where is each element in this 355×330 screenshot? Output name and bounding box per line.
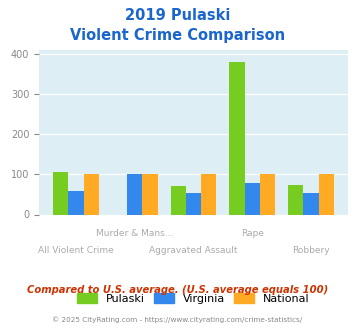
Bar — [229, 62, 245, 215]
Text: 2019 Pulaski: 2019 Pulaski — [125, 8, 230, 23]
Bar — [318, 174, 334, 214]
Bar — [201, 174, 217, 214]
Bar — [245, 183, 260, 214]
Legend: Pulaski, Virginia, National: Pulaski, Virginia, National — [73, 288, 314, 308]
Text: © 2025 CityRating.com - https://www.cityrating.com/crime-statistics/: © 2025 CityRating.com - https://www.city… — [53, 317, 302, 323]
Bar — [303, 193, 318, 215]
Text: Violent Crime Comparison: Violent Crime Comparison — [70, 28, 285, 43]
Bar — [142, 174, 158, 214]
Text: Compared to U.S. average. (U.S. average equals 100): Compared to U.S. average. (U.S. average … — [27, 285, 328, 295]
Bar — [260, 174, 275, 214]
Bar — [69, 191, 84, 214]
Text: Aggravated Assault: Aggravated Assault — [149, 246, 238, 255]
Text: Rape: Rape — [241, 229, 264, 238]
Text: All Violent Crime: All Violent Crime — [38, 246, 114, 255]
Bar — [84, 174, 99, 214]
Bar — [53, 172, 69, 215]
Bar — [288, 185, 303, 214]
Text: Murder & Mans...: Murder & Mans... — [96, 229, 174, 238]
Text: Robbery: Robbery — [292, 246, 330, 255]
Bar — [186, 193, 201, 215]
Bar — [127, 174, 142, 214]
Bar — [170, 186, 186, 214]
